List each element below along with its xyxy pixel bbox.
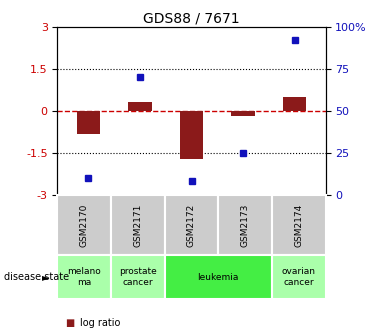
Text: disease state: disease state [4,272,69,282]
Text: log ratio: log ratio [80,318,121,328]
Text: ovarian
cancer: ovarian cancer [282,267,316,287]
Text: GSM2173: GSM2173 [241,203,250,247]
Title: GDS88 / 7671: GDS88 / 7671 [143,12,240,26]
Text: leukemia: leukemia [198,273,239,282]
Bar [128,102,152,111]
Bar [231,111,255,117]
Text: GSM2172: GSM2172 [187,204,196,247]
Bar [283,97,306,111]
Text: GSM2174: GSM2174 [294,204,303,247]
Text: GSM2170: GSM2170 [80,203,89,247]
Text: melano
ma: melano ma [67,267,101,287]
Bar [77,111,100,134]
Text: GSM2171: GSM2171 [133,203,142,247]
Bar [180,111,203,159]
Text: prostate
cancer: prostate cancer [119,267,157,287]
Text: ■: ■ [65,318,74,328]
Text: ►: ► [42,272,50,282]
